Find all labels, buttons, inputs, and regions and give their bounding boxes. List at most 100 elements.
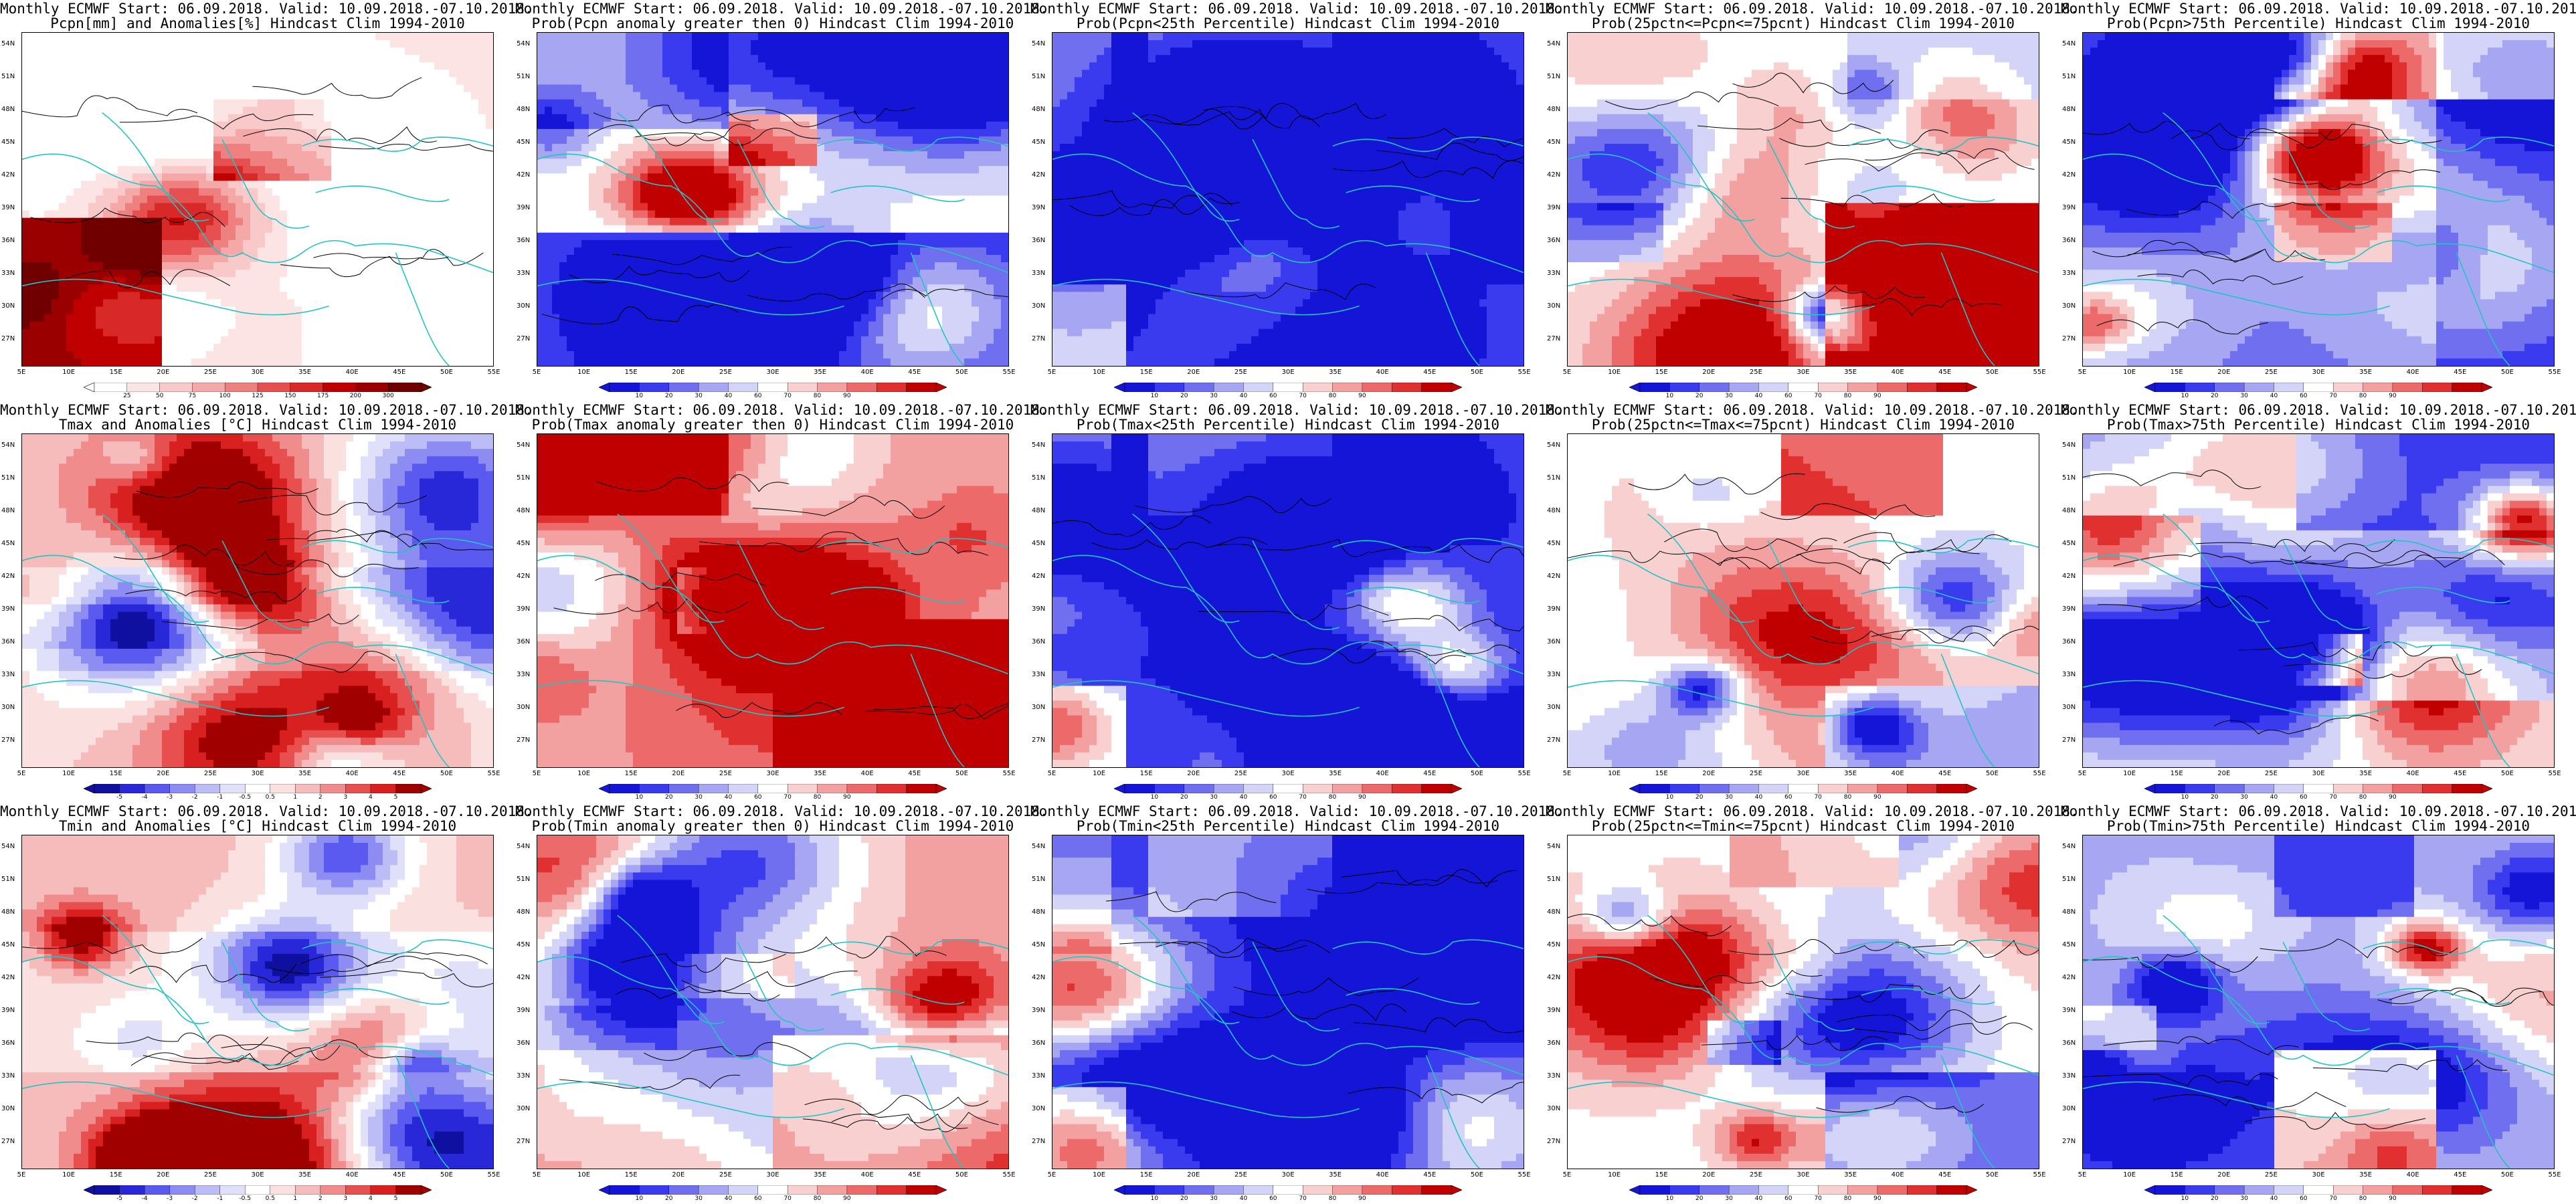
lat-label: 27N — [2062, 335, 2076, 342]
colorbar-segment — [1936, 383, 1967, 392]
colorbar-tick-label: -3 — [167, 794, 173, 801]
colorbar-tick-label: 90 — [2389, 794, 2396, 801]
colorbar-segment — [194, 784, 221, 793]
lat-label: 54N — [1, 40, 15, 47]
colorbar-segment — [757, 383, 788, 392]
map-field — [1052, 33, 1524, 366]
lon-label: 25E — [1750, 1171, 1762, 1179]
lat-label: 30N — [1, 1105, 15, 1112]
lon-label: 30E — [2312, 369, 2324, 376]
lon-label: 30E — [766, 770, 779, 777]
colorbar-segment — [1788, 383, 1819, 392]
lon-label: 25E — [1234, 770, 1247, 777]
colorbar-tick-label: 150 — [284, 393, 296, 399]
colorbar-tick-label: 80 — [814, 393, 821, 399]
map-frame — [21, 433, 494, 768]
lon-label: 10E — [2123, 770, 2136, 777]
forecast-panel: Monthly ECMWF Start: 06.09.2018. Valid: … — [2061, 0, 2576, 401]
lon-label: 30E — [1281, 369, 1294, 376]
lon-label: 15E — [110, 369, 122, 376]
colorbar-segment — [1213, 784, 1244, 793]
shaded-field — [22, 434, 493, 767]
lat-label: 39N — [2062, 204, 2076, 211]
lat-label: 33N — [2062, 1072, 2076, 1080]
colorbar — [599, 383, 947, 392]
map-field — [2083, 434, 2554, 767]
coastline — [537, 513, 1008, 767]
lon-label: 15E — [1655, 369, 1668, 376]
lat-label: 42N — [517, 573, 530, 580]
colorbar-segment — [345, 1185, 371, 1195]
panel-title-line2: Prob(Tmin anomaly greater then 0) Hindca… — [515, 819, 1030, 833]
colorbar-segment — [94, 383, 128, 392]
lon-label: 45E — [1423, 770, 1436, 777]
lat-label: 30N — [1547, 302, 1560, 310]
colorbar-low-arrow — [1114, 383, 1125, 392]
lon-label: 40E — [346, 770, 359, 777]
colorbar-tick-label: 40 — [1755, 794, 1762, 801]
colorbar-tick-label: 40 — [2270, 794, 2278, 801]
lat-label: 30N — [2062, 704, 2076, 711]
colorbar-segment — [1124, 383, 1155, 392]
lon-label: 40E — [346, 1171, 359, 1179]
lon-label: 25E — [719, 770, 732, 777]
colorbar-tick-label: 40 — [1240, 1195, 1247, 1202]
colorbar-segment — [295, 1185, 321, 1195]
lon-label: 40E — [2407, 770, 2419, 777]
coastline — [1052, 914, 1524, 1169]
lat-label: 39N — [1, 204, 15, 211]
colorbar-segment — [1907, 784, 1938, 793]
colorbar-segment — [1124, 1185, 1155, 1195]
colorbar-segment — [1243, 784, 1274, 793]
lat-label: 33N — [2062, 270, 2076, 277]
lon-label: 5E — [533, 369, 541, 376]
forecast-panel: Monthly ECMWF Start: 06.09.2018. Valid: … — [1546, 803, 2079, 1204]
lat-label: 48N — [1547, 908, 1560, 916]
lon-label: 35E — [2359, 369, 2372, 376]
panel-title-line2: Prob(Tmin<25th Percentile) Hindcast Clim… — [1030, 819, 1546, 833]
colorbar-segment — [668, 383, 699, 392]
colorbar-segment — [877, 1185, 907, 1195]
lat-label: 27N — [2062, 1138, 2076, 1145]
colorbar-tick-label: -0.5 — [239, 794, 251, 801]
lat-label: 42N — [2062, 573, 2076, 580]
colorbar-ticks: -5 -4 -3 -2 -1 -0.5 0.5 1 2 3 4 5 — [84, 1195, 432, 1203]
colorbar-tick-label: 100 — [219, 393, 231, 399]
colorbar-tick-label: 60 — [1269, 794, 1277, 801]
colorbar-tick-label: 30 — [1210, 393, 1217, 399]
colorbar-tick-label: 70 — [784, 393, 791, 399]
lat-label: 45N — [1032, 138, 1045, 146]
colorbar-tick-label: 10 — [1151, 1195, 1158, 1202]
contour-lines — [541, 104, 1008, 324]
colorbar-segment — [787, 784, 818, 793]
panel-title-line2: Prob(Tmax<25th Percentile) Hindcast Clim… — [1030, 417, 1546, 432]
lat-label: 51N — [517, 474, 530, 482]
map-field — [1568, 835, 2039, 1169]
lon-label: 30E — [251, 770, 264, 777]
colorbar-segment — [2332, 784, 2364, 793]
lon-label: 40E — [861, 770, 874, 777]
panel-title-line1: Monthly ECMWF Start: 06.09.2018. Valid: … — [515, 1, 1048, 16]
lon-label: 20E — [672, 1171, 684, 1179]
colorbar-tick-label: 30 — [2240, 794, 2247, 801]
colorbar-segment — [2452, 383, 2482, 392]
contour-lines — [1105, 869, 1524, 1104]
lon-label: 45E — [1938, 770, 1951, 777]
lon-label: 25E — [2265, 369, 2278, 376]
lon-label: 10E — [1093, 369, 1105, 376]
lon-label: 35E — [1329, 369, 1342, 376]
lon-label: 40E — [1892, 1171, 1904, 1179]
colorbar-segment — [1392, 784, 1422, 793]
panel-title-line2: Prob(25pctn<=Tmax<=75pcnt) Hindcast Clim… — [1546, 417, 2061, 432]
lat-label: 51N — [517, 876, 530, 883]
lon-label: 50E — [2501, 770, 2514, 777]
lat-label: 33N — [2062, 671, 2076, 678]
lon-label: 35E — [1844, 1171, 1857, 1179]
colorbar-tick-label: 10 — [1666, 393, 1673, 399]
colorbar-tick-label: 60 — [2300, 393, 2307, 399]
lon-label: 5E — [1563, 1171, 1572, 1179]
colorbar-tick-label: 60 — [2300, 1195, 2307, 1202]
colorbar-segment — [668, 1185, 699, 1195]
colorbar-tick-label: 30 — [2240, 393, 2247, 399]
colorbar-tick-label: 1 — [293, 1195, 297, 1202]
